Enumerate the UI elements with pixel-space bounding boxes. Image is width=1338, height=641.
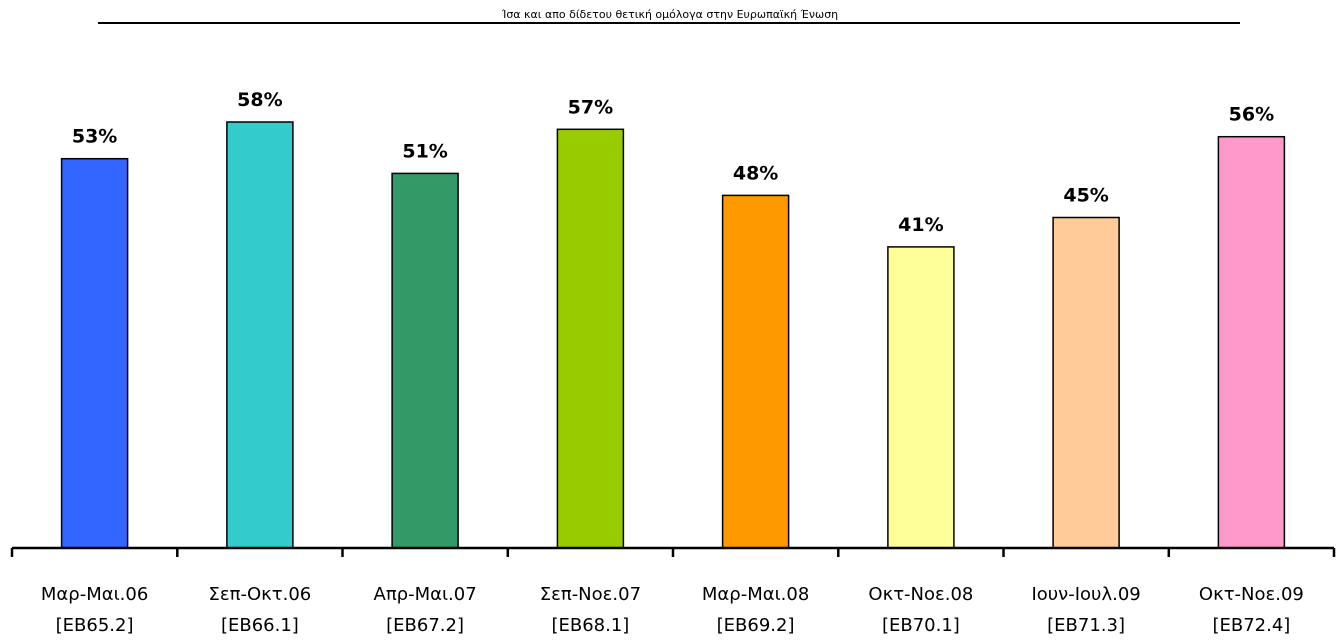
bar-1 xyxy=(60,157,129,549)
value-labels-group: 53% 58% 51% 57% 48% 41% 45% 56% xyxy=(72,89,1274,236)
bar-2 xyxy=(226,121,294,549)
category-label-6-line-1: Οκτ-Νοε.08 xyxy=(868,584,973,605)
value-label-1: 53% xyxy=(72,126,117,148)
category-label-3-line-2: [EB67.2] xyxy=(386,615,464,636)
category-label-1-line-2: [EB65.2] xyxy=(56,615,134,636)
category-label-6-line-2: [EB70.1] xyxy=(882,615,960,636)
bar-3 xyxy=(391,172,459,549)
title-rule xyxy=(98,22,1240,24)
bar-4 xyxy=(556,128,625,549)
category-label-7-line-1: Ιουν-Ιουλ.09 xyxy=(1031,584,1140,605)
category-label-5-line-2: [EB69.2] xyxy=(717,615,795,636)
category-label-4-line-2: [EB68.1] xyxy=(551,615,629,636)
category-label-4-line-1: Σεπ-Νοε.07 xyxy=(540,584,641,605)
chart-title: Ίσα και απο δίδετου θετική ομόλογα στην … xyxy=(501,8,839,21)
category-label-7-line-2: [EB71.3] xyxy=(1047,615,1125,636)
x-axis xyxy=(10,546,1336,557)
category-label-1-line-1: Μαρ-Μαι.06 xyxy=(41,584,148,605)
value-label-8: 56% xyxy=(1229,104,1274,126)
bar-7 xyxy=(1052,216,1120,549)
value-label-3: 51% xyxy=(402,140,447,162)
category-label-5-line-1: Μαρ-Μαι.08 xyxy=(702,584,809,605)
value-label-7: 45% xyxy=(1063,185,1108,207)
category-label-8-line-2: [EB72.4] xyxy=(1212,615,1290,636)
value-label-4: 57% xyxy=(568,96,613,118)
category-label-8-line-1: Οκτ-Νοε.09 xyxy=(1199,584,1304,605)
category-label-2-line-1: Σεπ-Οκτ.06 xyxy=(209,584,312,605)
value-label-6: 41% xyxy=(898,214,943,236)
bar-6 xyxy=(887,246,955,549)
bar-5 xyxy=(721,194,790,549)
bar-8 xyxy=(1217,135,1286,549)
value-label-5: 48% xyxy=(733,162,778,184)
bars-group xyxy=(60,121,1286,549)
category-labels-group: Μαρ-Μαι.06 [EB65.2] Σεπ-Οκτ.06 [EB66.1] Απρ-… xyxy=(41,584,1304,636)
category-label-3-line-1: Απρ-Μαι.07 xyxy=(374,584,477,605)
value-label-2: 58% xyxy=(237,89,282,111)
category-label-2-line-2: [EB66.1] xyxy=(221,615,299,636)
